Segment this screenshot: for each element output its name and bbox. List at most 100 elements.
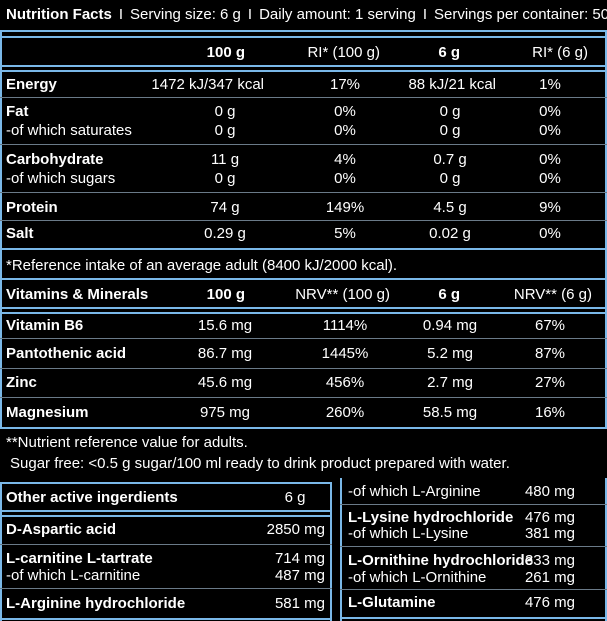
divider (0, 515, 332, 517)
other-right-frame (340, 478, 607, 621)
divider (0, 368, 607, 369)
row-carbohydrate-name: Carbohydrate (6, 151, 104, 168)
row-protein-v6: 4.5 g (433, 199, 467, 216)
ornithine-sub-value: 261 mg (524, 569, 575, 586)
divider (340, 504, 607, 505)
row-zinc-nrv100: 456% (325, 374, 365, 391)
ornithine-hcl-value: 333 mg (524, 552, 575, 569)
divider (0, 307, 607, 309)
divider (0, 30, 607, 32)
row-salt-name: Salt (6, 225, 34, 242)
row-sugars-ri100: 0% (334, 170, 356, 187)
row-magnesium-v6: 58.5 mg (422, 404, 478, 421)
daily-amount: Daily amount: 1 serving (259, 5, 416, 23)
divider (0, 65, 607, 67)
divider (0, 144, 607, 145)
col-header-ri-100g: RI* (100 g) (307, 44, 380, 61)
vit-col-nrv-100g: NRV** (100 g) (295, 286, 390, 303)
divider (340, 546, 607, 547)
divider (0, 588, 332, 589)
glutamine-name: L-Glutamine (348, 594, 436, 611)
row-salt-ri100: 5% (334, 225, 356, 242)
divider (0, 618, 332, 620)
vitamins-title: Vitamins & Minerals (6, 286, 149, 303)
carnitine-tartrate-value: 714 mg (274, 550, 325, 567)
divider (0, 97, 607, 98)
ornithine-sub-name: -of which L-Ornithine (348, 569, 487, 586)
divider (0, 510, 332, 512)
divider (0, 220, 607, 221)
row-saturates-v6: 0 g (439, 122, 461, 139)
row-zinc-v6: 2.7 mg (427, 374, 473, 391)
row-magnesium-nrv6: 16% (534, 404, 566, 421)
row-pantothenic-v6: 5.2 mg (427, 345, 473, 362)
row-energy-name: Energy (6, 76, 57, 93)
row-magnesium-nrv100: 260% (325, 404, 365, 421)
row-protein-name: Protein (6, 199, 58, 216)
row-sugars-v100: 0 g (214, 170, 236, 187)
row-carbohydrate-ri6: 0% (539, 151, 561, 168)
col-header-6g: 6 g (438, 44, 460, 61)
arginine-sub-value: 480 mg (524, 483, 575, 500)
row-pantothenic-nrv100: 1445% (321, 345, 369, 362)
row-fat-name: Fat (6, 103, 29, 120)
header-divider: I (247, 5, 253, 23)
other-title-value: 6 g (284, 489, 306, 506)
row-b6-nrv6: 67% (534, 317, 566, 334)
header-bar: Nutrition Facts I Serving size: 6 g I Da… (0, 0, 607, 28)
col-header-ri-6g: RI* (6 g) (532, 44, 588, 61)
other-left-frame (0, 482, 332, 621)
divider (0, 70, 607, 72)
row-pantothenic-name: Pantothenic acid (6, 345, 127, 362)
lysine-sub-name: -of which L-Lysine (348, 525, 469, 542)
row-carbohydrate-ri100: 4% (334, 151, 356, 168)
nrv-footnote: **Nutrient reference value for adults. (6, 434, 248, 451)
row-energy-v100: 1472 kJ/347 kcal (151, 76, 264, 93)
arginine-hcl-name: L-Arginine hydrochloride (6, 595, 186, 612)
row-energy-v6: 88 kJ/21 kcal (408, 76, 496, 93)
lysine-sub-value: 381 mg (524, 525, 575, 542)
row-saturates-name: -of which saturates (6, 122, 132, 139)
row-magnesium-name: Magnesium (6, 404, 89, 421)
vit-col-nrv-6g: NRV** (6 g) (513, 286, 592, 303)
row-b6-v100: 15.6 mg (197, 317, 253, 334)
divider (0, 544, 332, 545)
row-b6-v6: 0.94 mg (422, 317, 478, 334)
divider (0, 36, 607, 38)
ornithine-hcl-name: L-Ornithine hydrochloride (348, 552, 534, 569)
lysine-hcl-value: 476 mg (524, 509, 575, 526)
row-fat-v100: 0 g (214, 103, 236, 120)
carnitine-tartrate-name: L-carnitine L-tartrate (6, 550, 153, 567)
divider (340, 617, 607, 619)
lysine-hcl-name: L-Lysine hydrochloride (348, 509, 514, 526)
row-salt-v6: 0.02 g (429, 225, 471, 242)
row-saturates-ri100: 0% (334, 122, 356, 139)
row-fat-ri6: 0% (539, 103, 561, 120)
carnitine-sub-value: 487 mg (274, 567, 325, 584)
header-divider: I (118, 5, 124, 23)
d-aspartic-name: D-Aspartic acid (6, 521, 117, 538)
divider (0, 192, 607, 193)
row-pantothenic-nrv6: 87% (534, 345, 566, 362)
row-saturates-v100: 0 g (214, 122, 236, 139)
row-carbohydrate-v6: 0.7 g (433, 151, 467, 168)
row-fat-ri100: 0% (334, 103, 356, 120)
vit-col-100g: 100 g (206, 286, 245, 303)
row-energy-ri100: 17% (329, 76, 361, 93)
divider (0, 427, 607, 429)
row-zinc-nrv6: 27% (534, 374, 566, 391)
divider (340, 589, 607, 590)
ri-footnote: *Reference intake of an average adult (8… (6, 257, 398, 274)
row-zinc-v100: 45.6 mg (197, 374, 253, 391)
row-saturates-ri6: 0% (539, 122, 561, 139)
row-sugars-ri6: 0% (539, 170, 561, 187)
table-frame (0, 30, 607, 428)
glutamine-value: 476 mg (524, 594, 575, 611)
row-b6-name: Vitamin B6 (6, 317, 84, 334)
row-magnesium-v100: 975 mg (199, 404, 251, 421)
divider (0, 312, 607, 314)
row-b6-nrv100: 1114% (322, 317, 368, 334)
arginine-sub-name: -of which L-Arginine (348, 483, 481, 500)
serving-size: Serving size: 6 g (130, 5, 241, 23)
row-sugars-name: -of which sugars (6, 170, 116, 187)
